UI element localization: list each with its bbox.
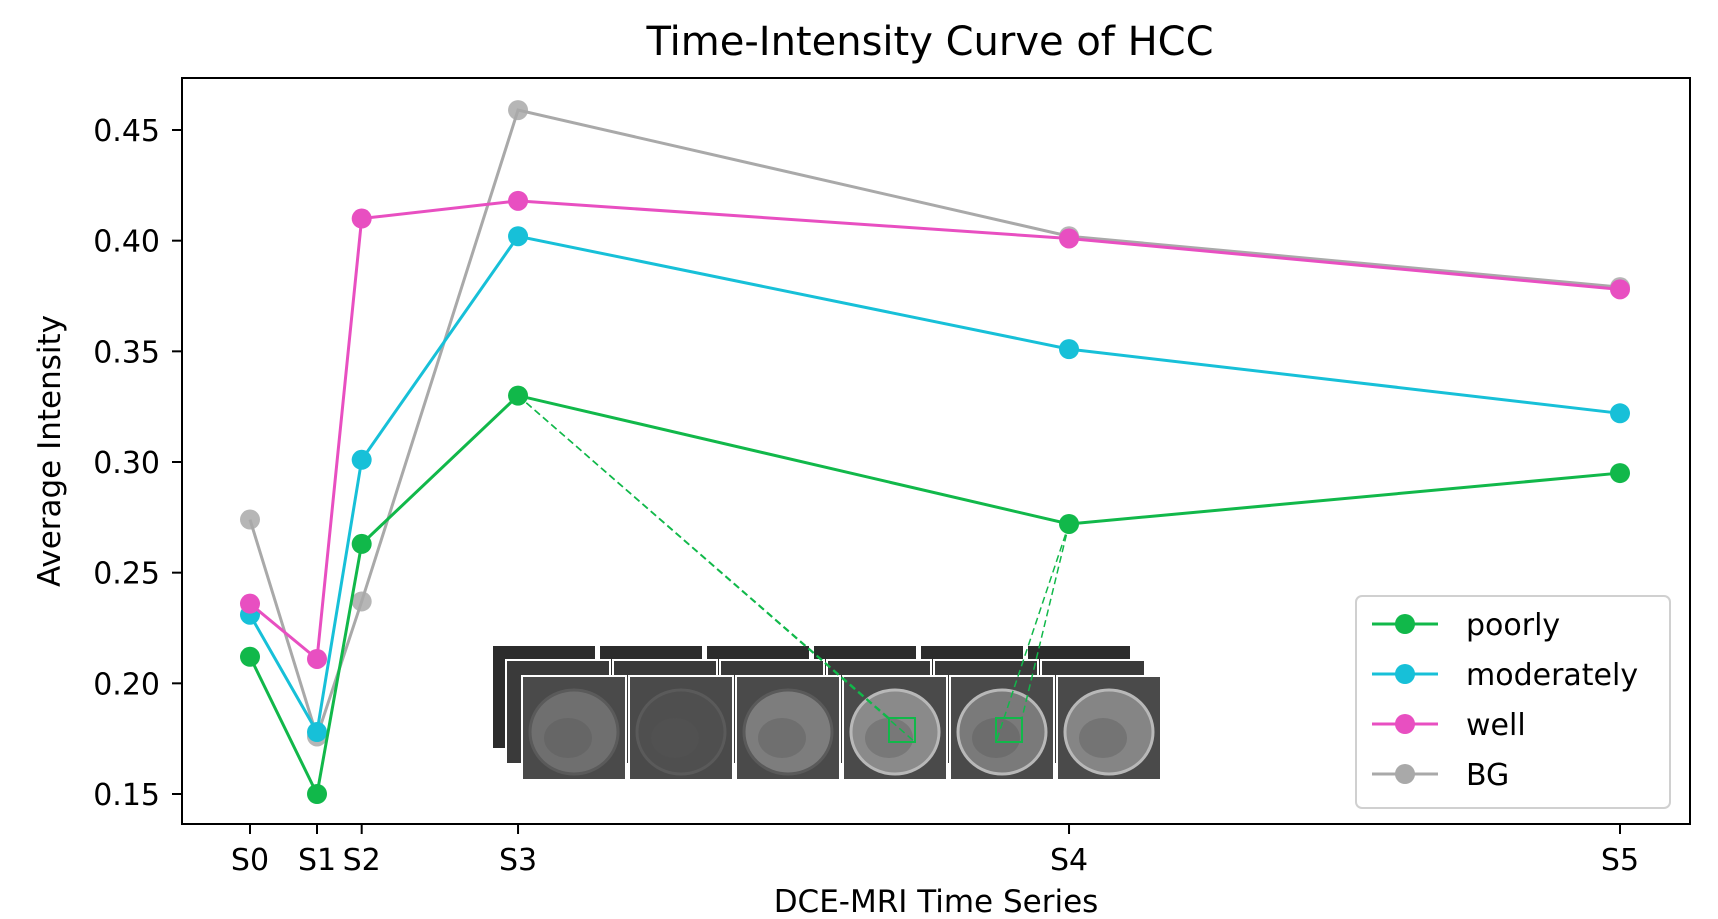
roi-box [995, 717, 1023, 743]
mri-frame [628, 675, 734, 781]
legend-label: moderately [1466, 658, 1638, 693]
data-point-poorly [351, 533, 372, 554]
data-point-well [508, 190, 529, 211]
x-tick-label: S5 [1601, 843, 1639, 878]
mri-frame [949, 675, 1055, 781]
data-point-moderately [508, 226, 529, 247]
data-point-poorly [1059, 513, 1080, 534]
mri-frame [735, 675, 841, 781]
y-tick-label: 0.25 [93, 557, 160, 592]
y-tick-label: 0.45 [93, 114, 160, 149]
data-point-well [1059, 228, 1080, 249]
x-tick-label: S3 [499, 843, 537, 878]
data-point-moderately [1610, 403, 1630, 424]
series-well [240, 190, 1630, 669]
mri-frame [1056, 675, 1162, 781]
data-point-BG [351, 591, 372, 612]
data-point-moderately [1059, 339, 1080, 360]
series-layer [240, 100, 1630, 804]
guide-line [1021, 523, 1070, 719]
legend-item-poorly: poorly [1372, 608, 1560, 643]
data-point-well [307, 648, 328, 669]
roi-box [888, 717, 916, 743]
legend-label: well [1466, 708, 1526, 743]
data-point-poorly [307, 784, 328, 804]
mri-image-inset [491, 644, 1162, 781]
mri-frame [521, 675, 627, 781]
y-axis: 0.15 0.20 0.25 0.30 0.35 0.40 0.45 [93, 114, 182, 813]
data-point-well [1610, 279, 1630, 300]
legend-box [1355, 595, 1671, 809]
legend-label: poorly [1466, 608, 1560, 643]
data-point-poorly [508, 385, 529, 406]
x-tick-label: S1 [298, 843, 336, 878]
x-axis-label: DCE-MRI Time Series [774, 884, 1099, 919]
legend-item-moderately: moderately [1372, 658, 1638, 693]
series-line-poorly [248, 393, 1621, 799]
legend: poorly moderately well BG [1355, 595, 1671, 809]
plot-area [181, 77, 1691, 825]
series-line-well [249, 199, 1621, 662]
series-poorly [240, 385, 1630, 804]
y-tick-label: 0.30 [93, 446, 160, 481]
data-point-BG [508, 100, 529, 121]
y-tick-label: 0.40 [93, 225, 160, 260]
series-line-BG [248, 108, 1621, 742]
data-point-poorly [240, 646, 260, 667]
data-point-moderately [307, 722, 328, 743]
data-point-BG [240, 509, 260, 530]
legend-item-BG: BG [1372, 758, 1509, 793]
series-line-moderately [248, 234, 1621, 737]
legend-item-well: well [1372, 708, 1526, 743]
chart-title: Time-Intensity Curve of HCC [645, 19, 1213, 65]
data-point-moderately [351, 449, 372, 470]
legend-label: BG [1466, 758, 1509, 793]
zoom-guide-lines [517, 395, 1070, 743]
data-point-well [351, 208, 372, 229]
x-axis: S0 S1 S2 S3 S4 S5 [231, 824, 1639, 878]
y-tick-label: 0.15 [93, 778, 160, 813]
x-tick-label: S4 [1050, 843, 1088, 878]
x-tick-label: S2 [343, 843, 381, 878]
y-tick-label: 0.20 [93, 667, 160, 702]
data-point-well [240, 593, 260, 614]
y-tick-label: 0.35 [93, 335, 160, 370]
data-point-poorly [1610, 463, 1630, 484]
y-axis-label: Average Intensity [32, 315, 68, 587]
x-tick-label: S0 [231, 843, 269, 878]
guide-line [995, 523, 1070, 743]
